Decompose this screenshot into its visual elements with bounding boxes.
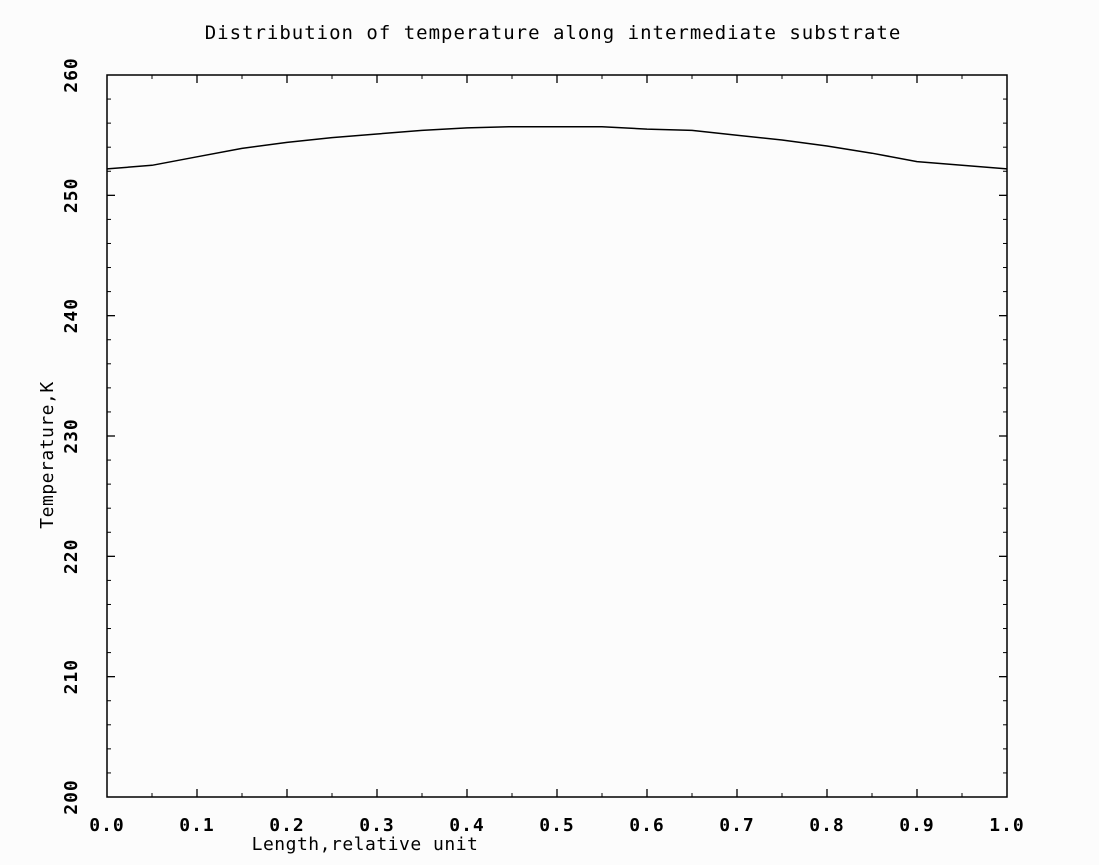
x-tick-label: 1.0: [989, 815, 1025, 836]
y-major-ticks: [107, 194, 1007, 678]
x-tick-label: 0.4: [449, 815, 485, 836]
x-tick-label: 0.7: [719, 815, 755, 836]
y-tick-label: 220: [61, 539, 82, 575]
x-tick-label: 0.6: [629, 815, 665, 836]
x-tick-label: 0.3: [359, 815, 395, 836]
x-tick-label: 0.5: [539, 815, 575, 836]
y-tick-label: 230: [61, 418, 82, 454]
x-tick-label: 0.0: [89, 815, 125, 836]
series-line: [106, 125, 1008, 170]
x-axis-label: Length,relative unit: [252, 834, 479, 855]
plot-area: [106, 74, 1008, 798]
x-tick-labels: 0.0 0.1 0.2 0.3 0.4 0.5 0.6 0.7 0.8 0.9 1.0: [89, 815, 1025, 836]
series-layer: [106, 125, 1008, 170]
x-major-ticks: [196, 75, 918, 797]
x-tick-label: 0.8: [809, 815, 845, 836]
y-tick-labels: 200 210 220 230 240 250 260: [61, 57, 82, 815]
x-tick-label: 0.2: [269, 815, 305, 836]
y-axis-label: Temperature,K: [37, 381, 58, 528]
x-tick-label: 0.1: [179, 815, 215, 836]
y-tick-label: 200: [61, 779, 82, 815]
y-tick-label: 260: [61, 57, 82, 93]
y-minor-ticks: [107, 98, 1007, 774]
x-tick-label: 0.9: [899, 815, 935, 836]
y-tick-label: 210: [61, 659, 82, 695]
x-minor-ticks: [151, 75, 963, 797]
y-tick-label: 250: [61, 178, 82, 214]
chart-title: Distribution of temperature along interm…: [205, 22, 902, 44]
y-tick-label: 240: [61, 298, 82, 334]
